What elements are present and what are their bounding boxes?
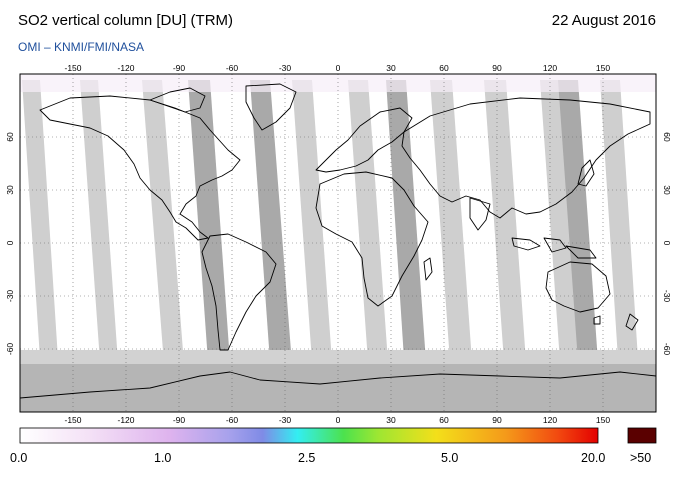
lat-label: 60 <box>662 132 672 142</box>
lon-label: -60 <box>226 63 239 73</box>
lon-label: -30 <box>279 415 292 425</box>
latitude-labels-left: 60 30 0 -30 -60 <box>5 132 15 355</box>
lon-label: 30 <box>386 415 396 425</box>
colorbar-label: 20.0 <box>581 451 606 465</box>
lon-label: 0 <box>336 63 341 73</box>
lat-label: -60 <box>5 343 15 356</box>
lon-label: -90 <box>173 63 186 73</box>
lat-label: 0 <box>662 241 672 246</box>
lat-label: 30 <box>662 185 672 195</box>
lon-label: 0 <box>336 415 341 425</box>
colorbar-overflow-swatch <box>627 427 657 444</box>
colorbar-label: 0.0 <box>10 451 28 465</box>
lon-label: 60 <box>439 63 449 73</box>
colorbar-label: 2.5 <box>298 451 316 465</box>
colorbar <box>19 427 599 444</box>
lon-label: -90 <box>173 415 186 425</box>
lon-label: -120 <box>117 63 134 73</box>
lat-label: -60 <box>662 343 672 356</box>
lon-label: -60 <box>226 415 239 425</box>
lon-label: -30 <box>279 63 292 73</box>
lat-label: 60 <box>5 132 15 142</box>
lon-label: 120 <box>543 415 557 425</box>
lon-label: -150 <box>64 63 81 73</box>
lon-label: -150 <box>64 415 81 425</box>
graticule <box>20 74 656 412</box>
lon-label: 60 <box>439 415 449 425</box>
colorbar-label: 1.0 <box>154 451 172 465</box>
orbit-gap-swaths <box>20 74 656 412</box>
lat-label: 0 <box>5 240 15 245</box>
lon-label: 90 <box>492 63 502 73</box>
map-border <box>19 73 657 413</box>
data-credit: OMI – KNMI/FMI/NASA <box>18 40 145 54</box>
map-date: 22 August 2016 <box>551 12 656 29</box>
map-title: SO2 vertical column [DU] (TRM) <box>18 12 234 29</box>
latitude-labels-right: 60 30 0 -30 -60 <box>662 132 672 355</box>
lon-label: -120 <box>117 415 134 425</box>
lon-label: 150 <box>596 415 610 425</box>
lat-label: 30 <box>5 185 15 195</box>
lon-label: 30 <box>386 63 396 73</box>
colorbar-label: 5.0 <box>441 451 459 465</box>
longitude-labels-bottom: -150 -120 -90 -60 -30 0 30 60 90 120 150 <box>64 415 610 425</box>
colorbar-overflow-label: >50 <box>630 451 652 465</box>
lat-label: -30 <box>5 290 15 303</box>
coastlines <box>20 83 656 399</box>
longitude-labels-top: -150 -120 -90 -60 -30 0 30 60 90 120 150 <box>64 63 610 73</box>
lon-label: 90 <box>492 415 502 425</box>
lat-label: -30 <box>662 290 672 303</box>
lon-label: 150 <box>596 63 610 73</box>
lon-label: 120 <box>543 63 557 73</box>
